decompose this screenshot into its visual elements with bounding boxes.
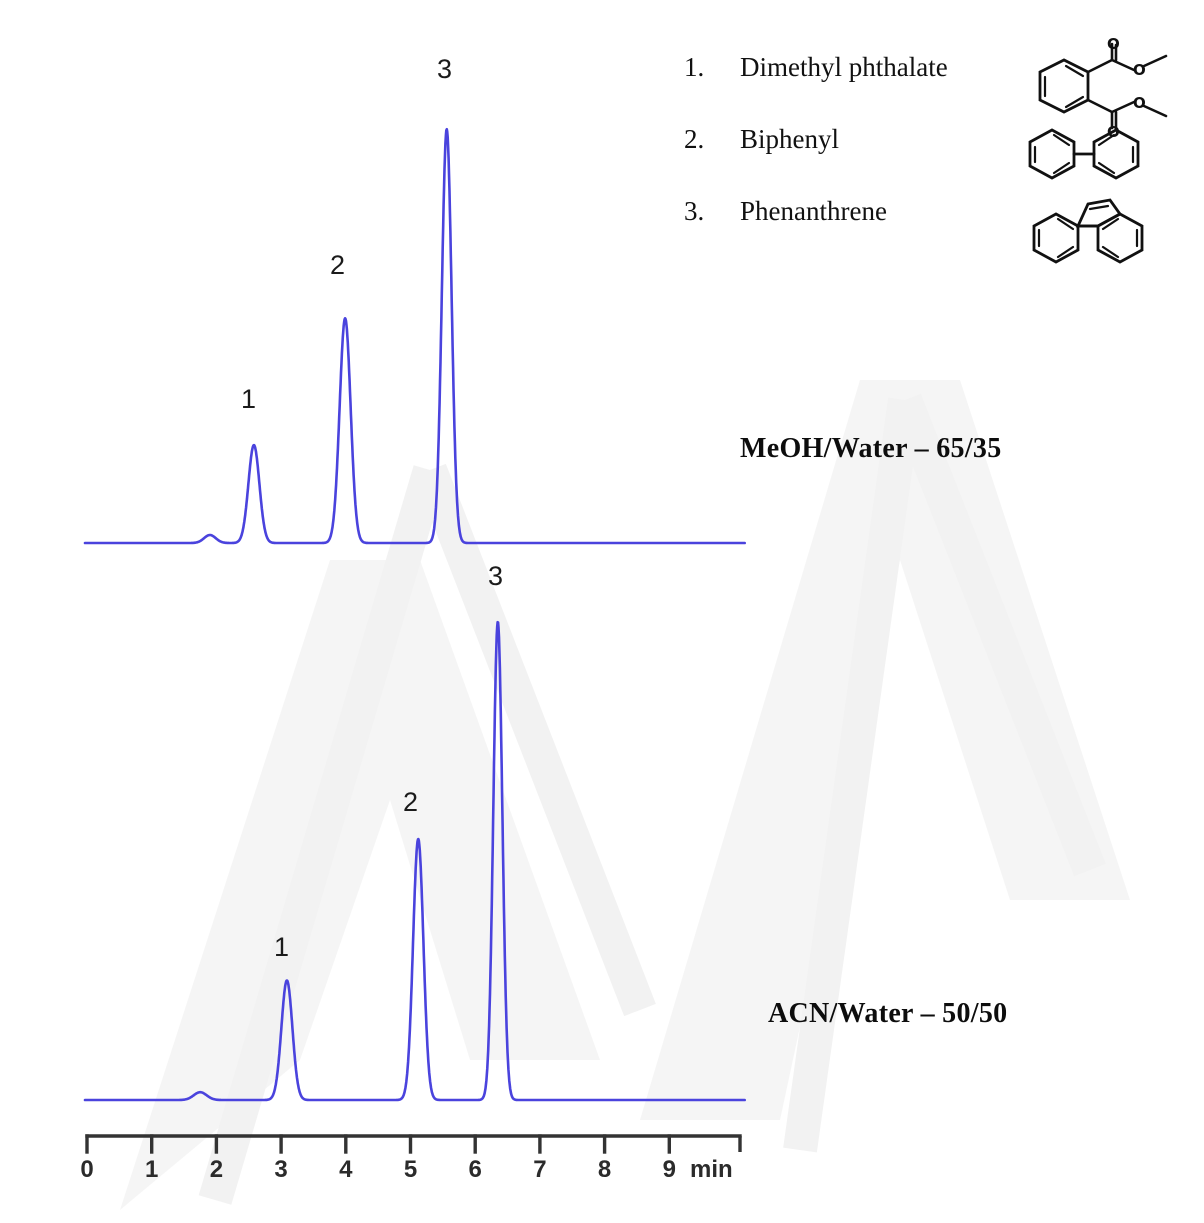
x-axis-unit-label: min xyxy=(690,1156,733,1183)
legend-number-2: 2. xyxy=(684,124,705,154)
compound-legend: 1. Dimethyl phthalate 2. Biphenyl 3. Phe… xyxy=(684,52,1044,268)
svg-text:O: O xyxy=(1107,38,1120,53)
x-axis-tick-9: 9 xyxy=(662,1156,676,1183)
legend-name-1: Dimethyl phthalate xyxy=(740,52,948,82)
peak-label-bottom-3: 3 xyxy=(488,561,504,591)
x-axis-tick-2: 2 xyxy=(209,1156,224,1183)
peak-label-bottom-2: 2 xyxy=(403,787,419,817)
peak-label-bottom-1: 1 xyxy=(274,932,290,962)
x-axis-ruler xyxy=(85,1134,742,1154)
condition-label-top: MeOH/Water – 65/35 xyxy=(740,433,1002,464)
condition-label-bottom: ACN/Water – 50/50 xyxy=(768,998,1008,1029)
x-axis-tick-7: 7 xyxy=(533,1156,547,1183)
biphenyl-structure-icon xyxy=(1028,128,1140,180)
x-axis-tick-8: 8 xyxy=(597,1156,612,1183)
legend-item-1: 1. Dimethyl phthalate xyxy=(684,52,1044,124)
peak-label-top-2: 2 xyxy=(330,250,346,280)
legend-item-2: 2. Biphenyl xyxy=(684,124,1044,196)
x-axis-tick-5: 5 xyxy=(403,1156,418,1183)
peak-label-top-1: 1 xyxy=(241,384,257,414)
x-axis-tick-6: 6 xyxy=(468,1156,482,1183)
dimethyl-phthalate-structure-icon: O O O O xyxy=(1038,38,1168,138)
x-axis-tick-4: 4 xyxy=(339,1156,353,1183)
phenanthrene-structure-icon xyxy=(1032,198,1144,264)
legend-item-3: 3. Phenanthrene xyxy=(684,196,1044,268)
peak-label-top-3: 3 xyxy=(437,54,453,84)
x-axis-tick-3: 3 xyxy=(274,1156,288,1183)
x-axis-tick-0: 0 xyxy=(80,1156,94,1183)
legend-name-2: Biphenyl xyxy=(740,124,839,154)
svg-text:O: O xyxy=(1133,61,1146,79)
legend-number-1: 1. xyxy=(684,52,705,82)
legend-name-3: Phenanthrene xyxy=(740,196,887,226)
x-axis: 0 1 2 3 4 5 6 7 8 9 min xyxy=(0,1126,1204,1206)
svg-text:O: O xyxy=(1133,94,1146,112)
legend-number-3: 3. xyxy=(684,196,705,226)
x-axis-tick-1: 1 xyxy=(145,1156,159,1183)
